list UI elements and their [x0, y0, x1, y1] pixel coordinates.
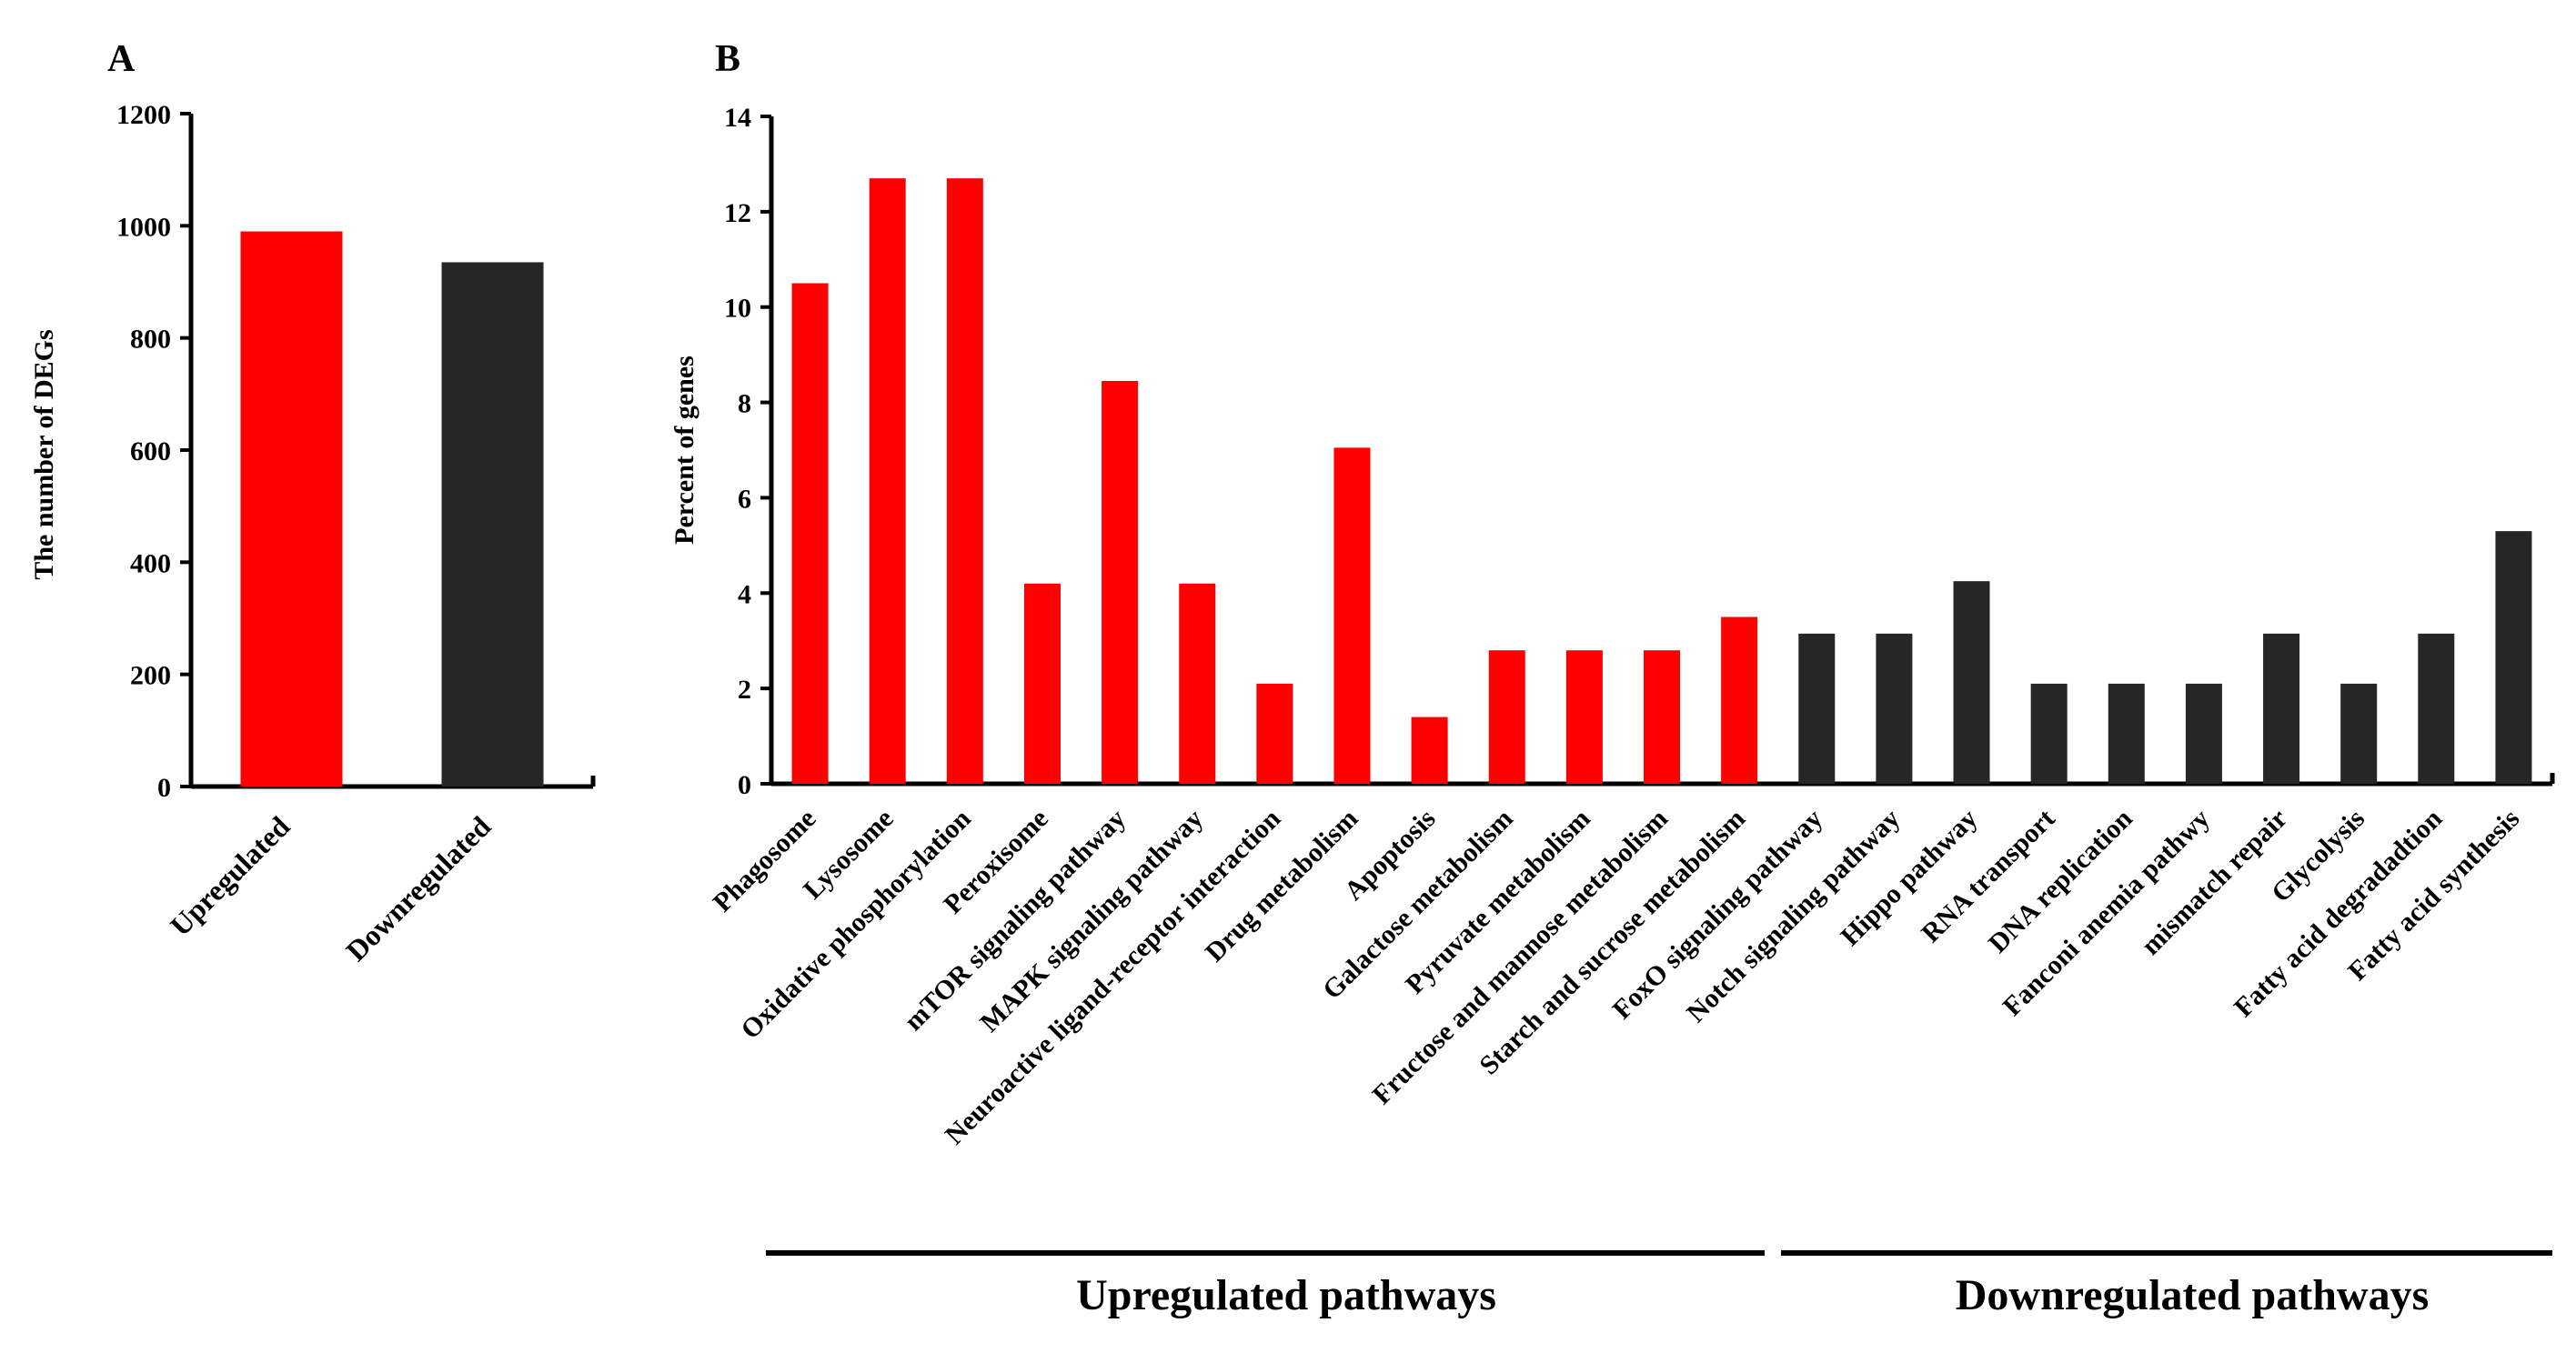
b-bar: [2185, 683, 2222, 784]
b-y-tick-label: 2: [738, 675, 751, 705]
panel-b-bars: [791, 178, 2532, 784]
b-bar: [1411, 717, 1448, 784]
b-bar: [869, 178, 906, 784]
b-bar: [1876, 633, 1913, 784]
b-y-tick-label: 0: [738, 770, 751, 800]
a-y-tick-label: 1000: [116, 212, 171, 242]
b-y-tick-label: 4: [738, 579, 751, 609]
b-bar: [2495, 531, 2532, 784]
b-bar: [1102, 380, 1139, 784]
panel-b: B 02468101214PhagosomeLysosomeOxidative …: [669, 38, 2555, 1319]
b-category-label: Phagosome: [708, 804, 822, 918]
b-bar: [2030, 683, 2068, 784]
b-y-tick-label: 6: [738, 484, 751, 514]
a-category-label: Upregulated: [164, 809, 297, 942]
a-y-tick-label: 0: [157, 773, 171, 803]
a-y-tick-label: 200: [130, 661, 171, 691]
a-y-tick-label: 400: [130, 548, 171, 578]
b-bar: [1798, 633, 1836, 784]
b-category-label: DNA replication: [1983, 803, 2138, 958]
b-bar: [2418, 633, 2455, 784]
b-bar: [1256, 683, 1293, 784]
b-bar: [1953, 581, 1990, 784]
a-y-tick-label: 600: [130, 436, 171, 466]
b-bar: [2263, 633, 2300, 784]
b-bar: [1721, 616, 1758, 784]
b-bar: [791, 283, 829, 784]
panel-b-label: B: [715, 38, 740, 80]
a-y-tick-label: 1200: [116, 100, 171, 130]
b-bar: [946, 178, 983, 784]
a-category-label: Downregulated: [339, 809, 498, 967]
b-category-label: RNA transport: [1916, 804, 2060, 948]
a-bar: [240, 231, 343, 787]
a-y-tick-label: 800: [130, 325, 171, 355]
b-bar: [2108, 683, 2145, 784]
panel-a-bars: [240, 231, 544, 787]
b-bar: [2340, 683, 2378, 784]
b-category-label: Hippo pathway: [1835, 804, 1983, 952]
b-bar: [1565, 650, 1603, 784]
panel-a-y-axis-label: The number of DEGs: [29, 329, 59, 579]
b-y-tick-label: 14: [724, 103, 751, 133]
downregulated-group-label: Downregulated pathways: [1956, 1271, 2430, 1319]
b-bar: [1644, 650, 1680, 784]
b-y-tick-label: 8: [738, 389, 751, 419]
panel-b-y-axis-label: Percent of genes: [669, 356, 699, 545]
a-bar: [441, 262, 544, 787]
b-y-tick-label: 12: [724, 198, 751, 228]
panel-a-label: A: [107, 38, 136, 80]
panel-a: A 0 200 400 600 800 1000 1200 Upregulated Downre…: [29, 38, 596, 967]
b-bar: [1179, 583, 1216, 784]
upregulated-group-label: Upregulated pathways: [1076, 1271, 1496, 1319]
b-bar: [1333, 447, 1371, 784]
b-bar: [1023, 583, 1061, 784]
b-bar: [1488, 650, 1525, 784]
b-y-tick-label: 10: [724, 294, 751, 324]
